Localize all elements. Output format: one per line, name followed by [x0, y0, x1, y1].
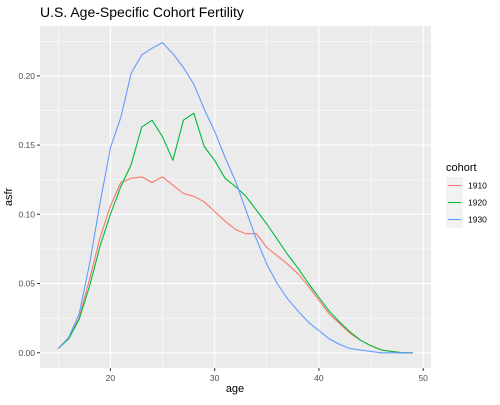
chart-title: U.S. Age-Specific Cohort Fertility [40, 4, 244, 20]
x-tick-label: 40 [314, 373, 324, 383]
x-tick-label: 50 [418, 373, 428, 383]
y-axis: 0.00 0.05 0.10 0.15 0.20 [18, 71, 40, 358]
x-tick-label: 30 [210, 373, 220, 383]
x-tick-label: 20 [106, 373, 116, 383]
major-grid [40, 26, 431, 368]
y-tick-label: 0.00 [18, 348, 35, 358]
legend-label-1930: 1930 [468, 215, 487, 225]
series-lines [57, 42, 413, 354]
y-tick-label: 0.15 [18, 140, 35, 150]
series-line-1930 [57, 42, 413, 354]
x-axis-label: age [226, 383, 244, 395]
y-tick-label: 0.05 [18, 279, 35, 289]
y-axis-label: asfr [3, 187, 15, 206]
plot-panel [40, 26, 431, 368]
series-line-1910 [57, 176, 413, 354]
legend-label-1920: 1920 [468, 198, 487, 208]
legend-title: cohort [446, 162, 477, 174]
legend: cohort 1910 1920 1930 [446, 162, 487, 228]
minor-grid [40, 26, 431, 368]
y-tick-label: 0.10 [18, 209, 35, 219]
legend-label-1910: 1910 [468, 181, 487, 191]
x-axis: 20 30 40 50 [106, 368, 428, 383]
y-tick-label: 0.20 [18, 71, 35, 81]
series-line-1920 [57, 112, 413, 354]
